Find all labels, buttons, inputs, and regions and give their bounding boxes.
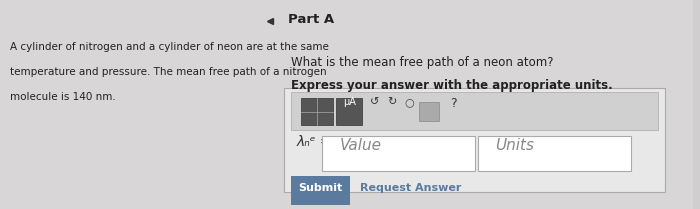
FancyBboxPatch shape xyxy=(478,136,631,171)
Text: Submit: Submit xyxy=(298,183,342,193)
Text: A cylinder of nitrogen and a cylinder of neon are at the same: A cylinder of nitrogen and a cylinder of… xyxy=(10,42,329,52)
Text: Request Answer: Request Answer xyxy=(360,183,462,193)
Text: molecule is 140 nm.: molecule is 140 nm. xyxy=(10,92,116,102)
Text: μA: μA xyxy=(343,97,356,107)
FancyBboxPatch shape xyxy=(419,102,439,121)
FancyBboxPatch shape xyxy=(291,176,350,205)
Text: λₙᵉ =: λₙᵉ = xyxy=(297,135,332,149)
Text: ?: ? xyxy=(451,97,457,110)
Text: Part A: Part A xyxy=(288,13,334,25)
Text: What is the mean free path of a neon atom?: What is the mean free path of a neon ato… xyxy=(291,56,554,69)
FancyBboxPatch shape xyxy=(302,98,332,125)
FancyBboxPatch shape xyxy=(291,92,658,130)
Text: ↺: ↺ xyxy=(370,97,379,107)
Text: temperature and pressure. The mean free path of a nitrogen: temperature and pressure. The mean free … xyxy=(10,67,327,77)
FancyBboxPatch shape xyxy=(256,0,693,209)
Text: ↻: ↻ xyxy=(387,97,396,107)
Text: Value: Value xyxy=(340,138,382,153)
FancyBboxPatch shape xyxy=(336,98,363,125)
Text: ○: ○ xyxy=(404,97,414,107)
FancyBboxPatch shape xyxy=(284,88,665,192)
Text: Express your answer with the appropriate units.: Express your answer with the appropriate… xyxy=(291,79,612,92)
FancyBboxPatch shape xyxy=(0,0,256,209)
Text: Units: Units xyxy=(496,138,534,153)
FancyBboxPatch shape xyxy=(322,136,475,171)
